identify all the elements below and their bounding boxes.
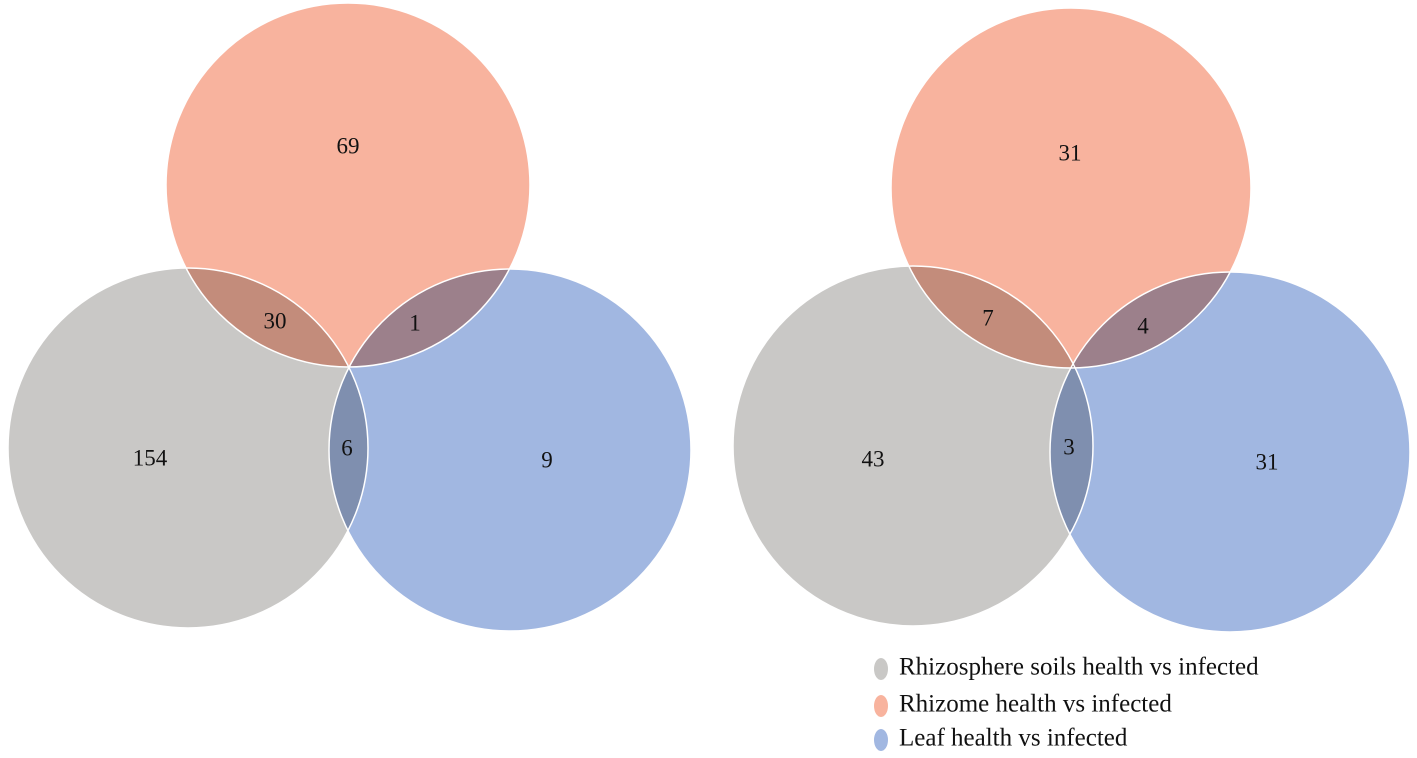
- set-circle: [329, 269, 691, 631]
- set-outline: [7, 267, 369, 629]
- set-outline: [732, 265, 1094, 627]
- set-circle: [733, 266, 1093, 626]
- legend-label: Leaf health vs infected: [899, 725, 1128, 752]
- set-circle: [166, 3, 530, 367]
- legend-marker: [874, 729, 888, 751]
- set-outline: [328, 268, 692, 632]
- region-count: 31: [1256, 449, 1279, 474]
- region-count: 31: [1059, 140, 1082, 165]
- set-outline: [165, 2, 531, 368]
- legend-marker: [874, 695, 888, 717]
- set-circle: [1050, 272, 1410, 632]
- region-count: 30: [264, 308, 287, 333]
- legend-label: Rhizosphere soils health vs infected: [899, 654, 1259, 681]
- legend-marker: [874, 658, 888, 680]
- set-outline: [1049, 271, 1411, 633]
- region-count: 6: [341, 435, 353, 460]
- region-count: 69: [337, 133, 360, 158]
- region-count: 9: [541, 447, 553, 472]
- venn-diagram: 31 7 4 43 3 31: [732, 7, 1411, 633]
- legend-label: Rhizome health vs infected: [899, 691, 1172, 718]
- region-count: 43: [862, 446, 885, 471]
- region-count: 1: [409, 310, 421, 335]
- region-count: 4: [1137, 313, 1149, 338]
- set-circle: [891, 8, 1251, 368]
- set-circle: [8, 268, 368, 628]
- region-count: 3: [1063, 434, 1075, 459]
- region-count: 154: [133, 445, 168, 470]
- region-count: 7: [982, 305, 994, 330]
